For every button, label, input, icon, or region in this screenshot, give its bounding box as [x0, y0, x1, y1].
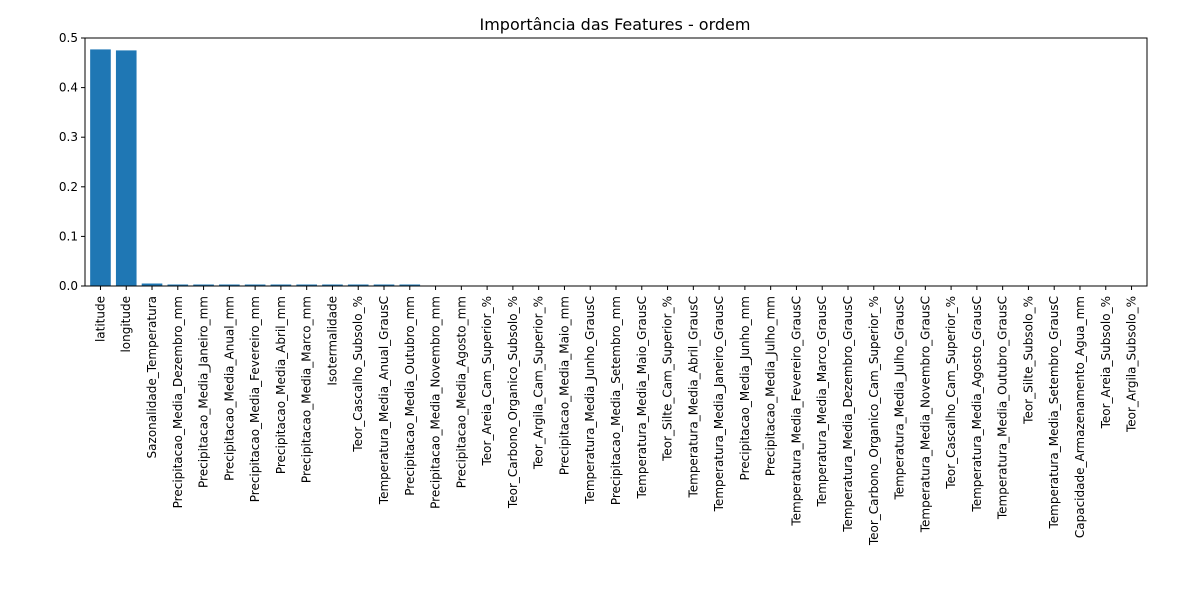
- y-tick-label: 0.4: [59, 81, 78, 95]
- x-tick-label: Temperatura_Media_Fevereiro_GrausC: [789, 296, 803, 527]
- x-tick-label: Precipitacao_Media_Setembro_mm: [609, 296, 623, 505]
- x-tick-label: Sazonalidade_Temperatura: [145, 296, 159, 458]
- x-tick-label: Temperatura_Media_Julho_GrausC: [893, 296, 907, 501]
- x-tick-label: Precipitacao_Media_Junho_mm: [738, 296, 752, 480]
- x-tick-label: Precipitacao_Media_Fevereiro_mm: [248, 296, 262, 502]
- x-tick-label: Teor_Argila_Cam_Superior_%: [532, 296, 546, 470]
- y-tick-label: 0.2: [59, 180, 78, 194]
- bars-group: [90, 49, 421, 287]
- x-tick-label: Precipitacao_Media_Maio_mm: [557, 296, 571, 475]
- bar-11: [373, 284, 395, 286]
- x-tick-label: Temperatura_Media_Dezembro_GrausC: [841, 296, 855, 533]
- x-tick-label: Temperatura_Media_Novembro_GrausC: [918, 296, 932, 533]
- x-tick-label: Precipitacao_Media_Novembro_mm: [429, 296, 443, 509]
- x-tick-label: Teor_Argila_Subsolo_%: [1125, 296, 1139, 433]
- x-tick-label: Precipitacao_Media_Marco_mm: [300, 296, 314, 483]
- x-tick-label: Teor_Carbono_Organico_Subsolo_%: [506, 296, 520, 509]
- x-tick-label: Precipitacao_Media_Julho_mm: [764, 296, 778, 476]
- x-tick-label: Precipitacao_Media_Abril_mm: [274, 296, 288, 474]
- bar-3: [167, 284, 189, 286]
- x-tick-label: Capacidade_Armazenamento_Agua_mm: [1073, 296, 1087, 538]
- x-tick-label: Temperatura_Media_Outubro_GrausC: [996, 296, 1010, 520]
- x-tick-label: Temperatura_Media_Junho_GrausC: [583, 296, 597, 505]
- x-tick-label: Teor_Areia_Cam_Superior_%: [480, 296, 494, 467]
- x-tick-label: Temperatura_Media_Setembro_GrausC: [1047, 296, 1061, 530]
- y-axis: 0.0 0.1 0.2 0.3 0.4 0.5: [59, 31, 85, 293]
- y-tick-label: 0.5: [59, 31, 78, 45]
- x-tick-label: latitude: [93, 296, 107, 342]
- bar-5: [219, 284, 240, 286]
- bar-7: [270, 284, 292, 286]
- y-tick-label: 0.3: [59, 130, 78, 144]
- x-tick-label: Precipitacao_Media_Outubro_mm: [403, 296, 417, 496]
- y-tick-label: 0.1: [59, 229, 78, 243]
- bar-6: [244, 284, 266, 286]
- x-tick-label: Temperatura_Media_Agosto_GrausC: [970, 296, 984, 513]
- x-tick-label: Teor_Silte_Cam_Superior_%: [661, 296, 675, 462]
- x-axis: latitude longitude Sazonalidade_Temperatur…: [93, 286, 1139, 546]
- bar-2: [141, 283, 163, 286]
- x-tick-label: Teor_Cascalho_Subsolo_%: [351, 296, 365, 453]
- chart-title: Importância das Features - ordem: [480, 15, 751, 34]
- x-tick-label: Precipitacao_Media_Janeiro_mm: [197, 296, 211, 488]
- x-tick-label: Temperatura_Media_Marco_GrausC: [815, 296, 829, 507]
- x-tick-label: Teor_Areia_Subsolo_%: [1099, 296, 1113, 429]
- x-tick-label: Temperatura_Media_Abril_GrausC: [686, 296, 700, 499]
- x-tick-label: Teor_Silte_Subsolo_%: [1021, 296, 1035, 425]
- x-tick-label: Isotermalidade: [325, 296, 339, 386]
- plot-frame: [84, 37, 1148, 287]
- y-tick-label: 0.0: [59, 279, 78, 293]
- bar-8: [296, 284, 317, 286]
- bar-10: [347, 284, 369, 286]
- x-tick-label: Teor_Cascalho_Cam_Superior_%: [944, 296, 958, 490]
- x-tick-label: Precipitacao_Media_Agosto_mm: [454, 296, 468, 488]
- x-tick-label: Temperatura_Media_Anual_GrausC: [377, 296, 391, 505]
- x-tick-label: longitude: [119, 296, 133, 353]
- bar-4: [193, 284, 214, 286]
- x-tick-label: Teor_Carbono_Organico_Cam_Superior_%: [867, 296, 881, 546]
- x-tick-label: Temperatura_Media_Maio_GrausC: [635, 296, 649, 500]
- bar-0: [90, 49, 111, 286]
- x-tick-label: Precipitacao_Media_Anual_mm: [222, 296, 236, 481]
- bar-9: [322, 284, 343, 286]
- x-tick-label: Temperatura_Media_Janeiro_GrausC: [712, 296, 726, 512]
- x-tick-label: Precipitacao_Media_Dezembro_mm: [171, 296, 185, 508]
- bar-12: [399, 284, 421, 286]
- bar-1: [115, 50, 137, 287]
